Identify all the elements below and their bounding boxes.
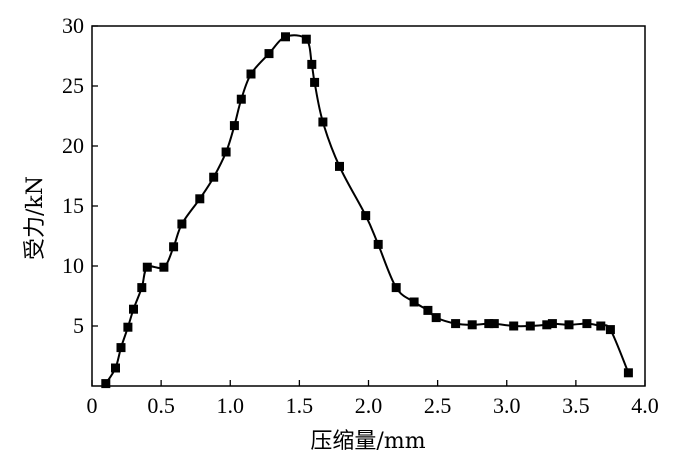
x-tick-label: 0 xyxy=(87,393,98,418)
data-point-marker xyxy=(373,239,383,249)
x-axis-title: 压缩量/mm xyxy=(310,429,425,454)
data-point-marker xyxy=(246,69,256,79)
data-point-marker xyxy=(542,320,552,330)
y-tick-label: 25 xyxy=(62,73,84,98)
data-point-marker xyxy=(318,117,328,127)
x-tick-label: 1.5 xyxy=(286,393,314,418)
data-point-marker xyxy=(525,321,535,331)
plot-markers-layer xyxy=(101,32,633,389)
y-tick-label: 20 xyxy=(62,133,84,158)
y-axis-title: 受力/kN xyxy=(23,176,48,260)
data-point-marker xyxy=(116,343,126,353)
data-point-marker xyxy=(451,319,461,329)
x-tick-label: 4.0 xyxy=(631,393,659,418)
data-point-marker xyxy=(335,161,344,171)
data-point-marker xyxy=(129,304,138,314)
y-tick-label: 30 xyxy=(62,13,84,38)
x-tick-label: 2.0 xyxy=(355,393,383,418)
data-point-marker xyxy=(177,219,187,229)
data-point-marker xyxy=(195,194,205,204)
data-point-marker xyxy=(310,77,320,87)
x-tick-label: 0.5 xyxy=(147,393,175,418)
data-point-marker xyxy=(137,283,147,293)
data-point-marker xyxy=(123,322,133,332)
x-tick-label: 2.5 xyxy=(424,393,452,418)
data-point-marker xyxy=(431,313,441,323)
data-point-marker xyxy=(509,321,519,331)
data-point-marker xyxy=(281,32,290,42)
data-point-marker xyxy=(605,325,615,335)
x-tick-label: 3.0 xyxy=(493,393,521,418)
data-point-marker xyxy=(409,297,419,307)
axes-layer: 0 0.5 1.0 1.5 2.0 2.5 3.0 3.5 4.0 5 10 15 20 25 30 xyxy=(62,13,659,418)
data-point-marker xyxy=(489,319,499,329)
data-point-marker xyxy=(301,34,311,44)
data-point-marker xyxy=(484,319,494,329)
data-point-marker xyxy=(423,305,433,315)
data-point-marker xyxy=(307,59,317,69)
data-point-marker xyxy=(111,363,120,373)
data-point-marker xyxy=(221,147,231,157)
data-point-marker xyxy=(623,368,633,378)
data-point-marker xyxy=(159,262,169,272)
y-tick-label: 10 xyxy=(62,253,84,278)
data-point-marker xyxy=(209,172,219,182)
x-tick-label: 1.0 xyxy=(217,393,245,418)
data-point-marker xyxy=(236,94,246,104)
data-point-marker xyxy=(547,319,557,329)
data-point-marker xyxy=(582,319,592,329)
data-point-marker xyxy=(361,211,371,221)
y-tick-label: 15 xyxy=(62,193,84,218)
x-tick-label: 3.5 xyxy=(562,393,590,418)
data-point-marker xyxy=(169,242,179,252)
data-point-marker xyxy=(101,379,111,389)
data-point-marker xyxy=(564,320,574,330)
data-point-marker xyxy=(264,49,274,59)
data-point-marker xyxy=(229,121,239,131)
data-point-marker xyxy=(142,262,152,272)
data-point-marker xyxy=(596,321,606,331)
data-point-marker xyxy=(467,320,477,330)
data-point-marker xyxy=(391,283,401,293)
y-tick-label: 5 xyxy=(73,313,84,338)
